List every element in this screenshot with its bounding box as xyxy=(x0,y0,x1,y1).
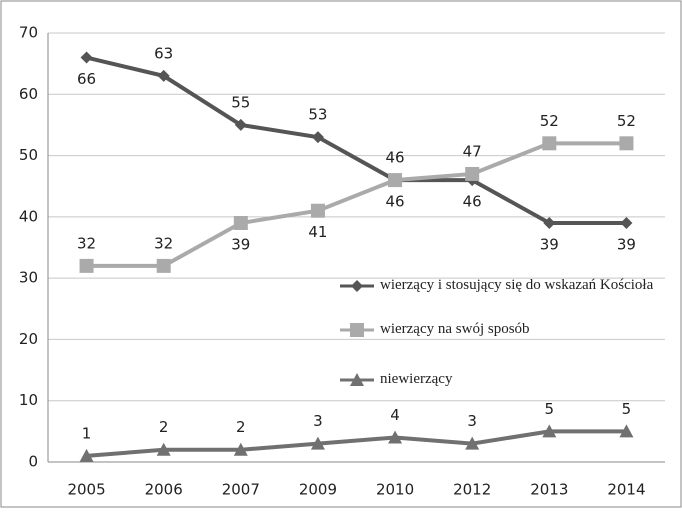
legend-label: niewierzący xyxy=(380,371,453,387)
y-tick-label: 50 xyxy=(19,146,38,164)
x-tick-label: 2013 xyxy=(530,481,568,499)
data-label: 46 xyxy=(386,149,405,167)
marker xyxy=(79,258,94,273)
data-label: 46 xyxy=(463,193,482,211)
x-tick-label: 2005 xyxy=(67,481,105,499)
data-label: 39 xyxy=(540,235,559,253)
marker xyxy=(350,323,364,337)
data-label: 5 xyxy=(622,400,632,418)
marker xyxy=(156,258,171,273)
data-label: 63 xyxy=(154,44,173,62)
marker xyxy=(388,430,403,444)
y-tick-label: 30 xyxy=(19,269,38,287)
legend-label: wierzący na swój sposób xyxy=(380,321,530,337)
marker xyxy=(234,118,247,131)
data-label: 53 xyxy=(308,106,327,124)
data-label: 2 xyxy=(236,418,246,436)
y-tick-label: 40 xyxy=(19,207,38,225)
data-label: 39 xyxy=(617,235,636,253)
data-label: 52 xyxy=(617,112,636,130)
marker xyxy=(465,436,480,450)
data-label: 3 xyxy=(467,412,477,430)
data-label: 3 xyxy=(313,412,323,430)
data-label: 47 xyxy=(463,142,482,160)
marker xyxy=(79,448,94,462)
marker xyxy=(543,216,556,229)
data-label: 5 xyxy=(545,400,555,418)
marker xyxy=(350,373,364,386)
marker xyxy=(233,215,248,230)
series-line xyxy=(86,141,627,268)
series-line xyxy=(86,55,627,225)
data-label: 52 xyxy=(540,112,559,130)
data-label: 66 xyxy=(77,70,96,88)
data-label: 41 xyxy=(308,223,327,241)
y-tick-label: 0 xyxy=(28,453,38,471)
data-label: 32 xyxy=(77,234,96,252)
data-label: 4 xyxy=(390,406,400,424)
marker xyxy=(311,131,324,144)
marker xyxy=(351,280,363,292)
x-tick-label: 2007 xyxy=(222,481,260,499)
x-tick-label: 2014 xyxy=(607,481,645,499)
marker xyxy=(619,424,634,438)
data-label: 46 xyxy=(386,193,405,211)
marker xyxy=(157,69,170,82)
x-tick-label: 2006 xyxy=(145,481,183,499)
marker xyxy=(542,136,557,151)
x-tick-label: 2010 xyxy=(376,481,414,499)
marker xyxy=(233,442,248,456)
y-tick-label: 20 xyxy=(19,330,38,348)
marker xyxy=(619,136,634,151)
y-tick-label: 70 xyxy=(19,24,38,42)
marker xyxy=(310,203,325,218)
x-tick-label: 2009 xyxy=(299,481,337,499)
marker xyxy=(80,51,93,64)
x-tick-label: 2012 xyxy=(453,481,491,499)
y-tick-label: 10 xyxy=(19,391,38,409)
data-label: 55 xyxy=(231,93,250,111)
marker xyxy=(465,166,480,181)
marker xyxy=(156,442,171,456)
data-label: 39 xyxy=(231,235,250,253)
data-label: 1 xyxy=(82,424,92,442)
y-tick-label: 60 xyxy=(19,85,38,103)
marker xyxy=(542,424,557,438)
marker xyxy=(388,173,403,188)
marker xyxy=(310,436,325,450)
series-line xyxy=(86,429,627,458)
data-label: 32 xyxy=(154,234,173,252)
marker xyxy=(620,216,633,229)
data-label: 2 xyxy=(159,418,169,436)
legend-label: wierzący i stosujący się do wskazań Kośc… xyxy=(380,277,654,293)
